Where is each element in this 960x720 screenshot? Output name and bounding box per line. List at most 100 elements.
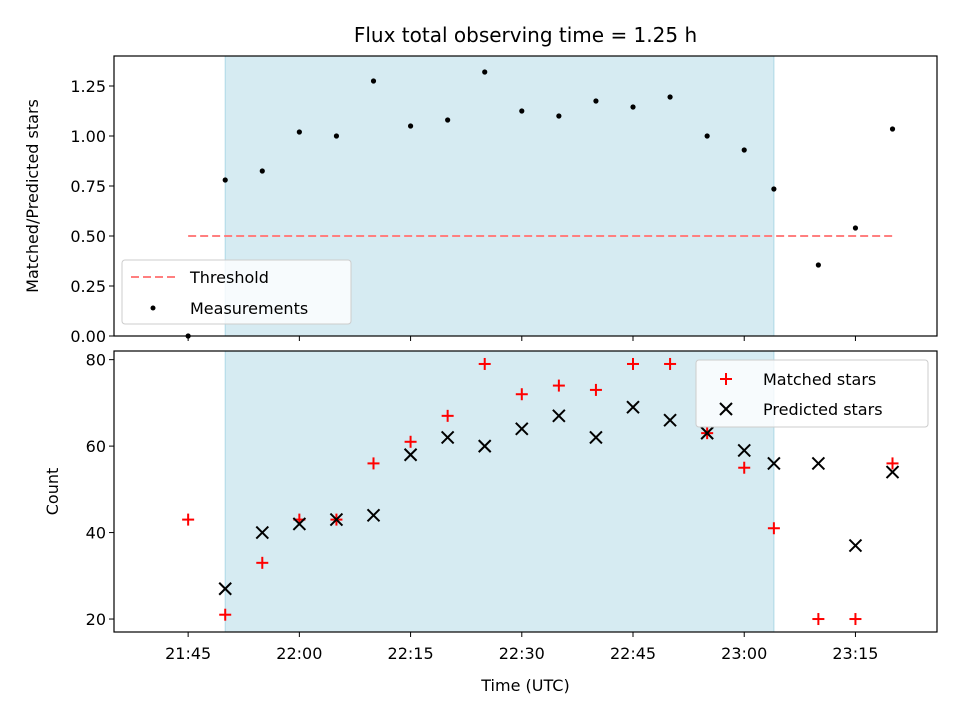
bottom-legend-box <box>695 359 929 428</box>
measurement-point <box>852 225 859 231</box>
bottom-shaded-span <box>224 350 775 633</box>
cross-b <box>737 443 751 458</box>
matched-star-point <box>219 608 232 621</box>
bottom-x-ticks: 21:45 22:00 22:15 22:30 22:45 23:00 23:15 <box>165 632 878 663</box>
top-y-axis-label: Matched/Predicted stars <box>23 99 42 293</box>
predicted-star-point <box>767 456 781 471</box>
matched-star-point <box>627 357 640 370</box>
matched-star-point <box>812 613 825 626</box>
cross-b <box>589 430 603 445</box>
top-chart-title: Flux total observing time = 1.25 h <box>354 23 697 47</box>
bottom-x-tick-label: 23:15 <box>832 644 878 663</box>
matched-stars-legend-swatch <box>720 373 732 385</box>
predicted-stars-legend-swatch <box>719 402 733 416</box>
predicted-stars-series <box>218 400 900 596</box>
cross-b <box>811 456 826 471</box>
matched-star-point <box>552 379 565 392</box>
matched-star-point <box>256 556 269 569</box>
bottom-shade-rect <box>224 350 775 633</box>
matched-star-point <box>738 461 751 474</box>
bottom-axes-frame <box>113 350 938 633</box>
predicted-star-point <box>626 400 640 414</box>
predicted-star-point <box>255 525 269 540</box>
matched-star-point <box>767 522 780 535</box>
top-legend: Threshold Measurements <box>121 259 352 325</box>
measurement-point <box>630 104 636 110</box>
cross-b <box>552 409 566 423</box>
cross-b <box>366 508 381 522</box>
predicted-star-point <box>292 517 307 531</box>
measurement-point <box>889 126 896 132</box>
predicted-star-point <box>811 456 826 471</box>
cross-b <box>515 422 529 436</box>
threshold-legend-label: Threshold <box>189 268 269 287</box>
top-x-ticks <box>187 336 856 341</box>
bottom-panel: Count Time (UTC) 21:45 22:00 22:15 22:30 22:… <box>43 350 938 695</box>
bottom-x-tick-label: 22:15 <box>388 644 434 663</box>
predicted-star-point <box>848 538 863 553</box>
bottom-legend: Matched stars Predicted stars <box>695 359 929 428</box>
bottom-x-tick-label: 23:00 <box>721 644 767 663</box>
matched-star-point <box>589 383 602 396</box>
bottom-y-ticks: 20 40 60 80 <box>86 351 114 629</box>
measurement-point <box>296 129 302 135</box>
predicted-star-point <box>700 426 714 440</box>
cross-b <box>218 582 232 596</box>
measurement-point <box>815 262 821 268</box>
bottom-x-tick-label: 21:45 <box>165 644 211 663</box>
predicted-star-point <box>515 422 529 436</box>
measurement-point <box>222 177 228 183</box>
measurement-point <box>370 78 377 84</box>
predicted-stars-legend-label: Predicted stars <box>763 400 883 419</box>
measurements-legend-label: Measurements <box>190 299 308 318</box>
matched-star-point <box>404 435 417 448</box>
measurement-point <box>771 186 777 192</box>
cross-b <box>885 465 900 479</box>
top-axes-frame <box>113 55 938 337</box>
cross-b <box>440 430 455 445</box>
top-y-tick-label: 0.25 <box>70 277 106 296</box>
cross-b <box>700 426 714 440</box>
bottom-x-tick-label: 22:30 <box>499 644 545 663</box>
bottom-y-tick-label: 80 <box>86 351 106 370</box>
cross-b <box>292 517 307 531</box>
top-y-tick-label: 1.00 <box>70 127 106 146</box>
cross-b <box>329 512 344 527</box>
cross-b <box>719 402 733 416</box>
measurement-point <box>333 133 340 139</box>
predicted-star-point <box>737 443 751 458</box>
predicted-star-point <box>218 582 232 596</box>
top-legend-box <box>121 259 352 325</box>
matched-star-point <box>441 409 454 422</box>
predicted-star-point <box>366 508 381 522</box>
matched-star-point <box>664 357 677 370</box>
cross-b <box>255 525 269 540</box>
measurement-point <box>259 168 265 174</box>
top-y-tick-label: 0.75 <box>70 177 106 196</box>
matched-star-point <box>182 513 195 526</box>
measurements-legend-swatch <box>150 305 156 311</box>
predicted-star-point <box>589 430 603 445</box>
top-panel: Flux total observing time = 1.25 h Match… <box>23 23 938 346</box>
bottom-x-tick-label: 22:00 <box>276 644 322 663</box>
predicted-star-point <box>663 413 677 427</box>
cross-b <box>478 439 492 453</box>
measurement-point <box>407 123 414 129</box>
matched-star-point <box>478 357 491 370</box>
predicted-star-point <box>885 465 900 479</box>
top-y-ticks: 0.00 0.25 0.50 0.75 1.00 1.25 <box>70 77 114 346</box>
cross-b <box>767 456 781 471</box>
cross-b <box>403 448 418 462</box>
legend-cross-marker <box>719 402 733 416</box>
matched-star-point <box>886 457 899 470</box>
matched-star-point <box>515 388 528 401</box>
bottom-y-axis-label: Count <box>43 468 62 516</box>
matched-star-point <box>367 457 380 470</box>
cross-b <box>848 538 863 553</box>
measurement-point <box>445 117 451 123</box>
predicted-star-point <box>329 512 344 527</box>
predicted-star-point <box>478 439 492 453</box>
measurement-point <box>593 98 599 104</box>
bottom-y-tick-label: 40 <box>86 524 106 543</box>
